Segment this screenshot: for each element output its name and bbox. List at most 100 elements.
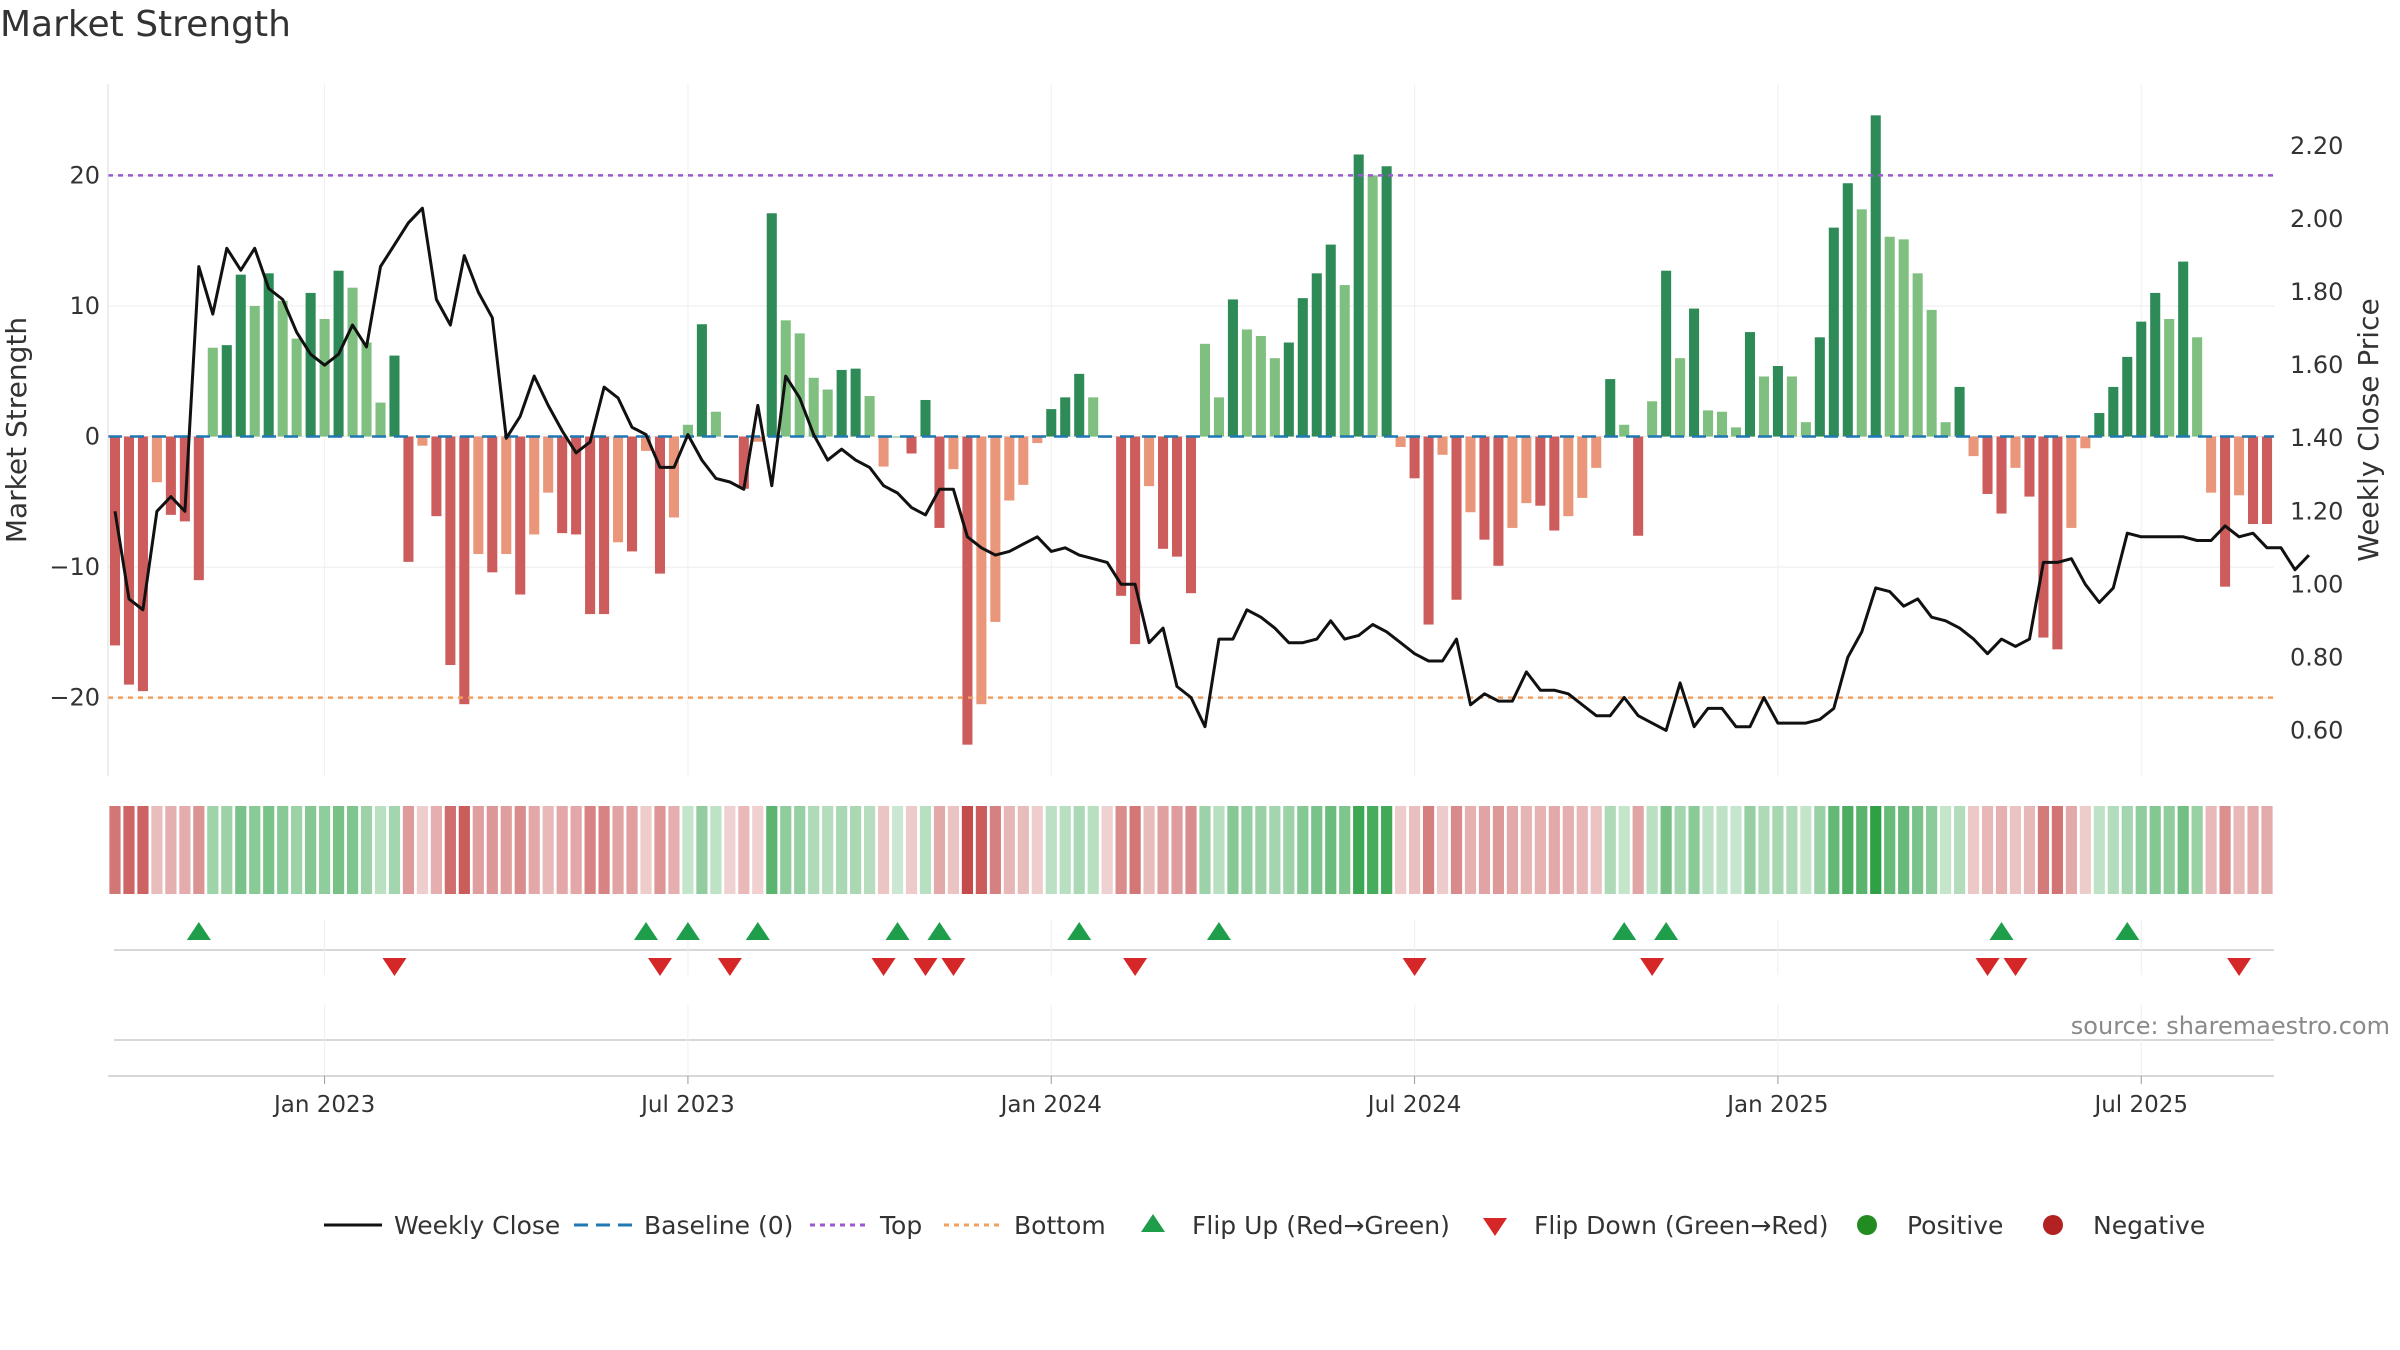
strength-bar	[207, 347, 218, 437]
heat-cell	[1199, 806, 1211, 894]
strength-bar	[1353, 154, 1364, 437]
heat-cell	[947, 806, 960, 894]
strength-bar	[1647, 401, 1658, 437]
flip-up-marker	[927, 922, 952, 940]
heat-cell	[1842, 806, 1854, 894]
heat-cell	[1395, 806, 1407, 894]
legend[interactable]: Weekly Close Baseline (0) Top Bottom Flip Up…	[324, 1211, 2205, 1240]
strength-bar	[1269, 358, 1280, 437]
heat-cell	[235, 806, 247, 894]
strength-bar	[1954, 386, 1965, 437]
weekly-close-line	[113, 206, 2310, 732]
legend-item-negative[interactable]: Negative	[2043, 1211, 2205, 1240]
legend-item-flip_up[interactable]: Flip Up (Red→Green)	[1141, 1211, 1450, 1240]
heat-cell	[738, 806, 750, 894]
source-note: source: sharemaestro.com	[2070, 1012, 2390, 1040]
strength-bar	[557, 436, 568, 534]
strength-bar	[1689, 308, 1700, 437]
heat-cell	[1940, 806, 1952, 894]
legend-item-positive[interactable]: Positive	[1857, 1211, 2003, 1240]
heat-cell	[1520, 806, 1532, 894]
heat-cell	[1227, 806, 1239, 894]
heat-cell	[1381, 806, 1393, 894]
heat-cell	[1702, 806, 1714, 894]
heat-cell	[1017, 806, 1029, 894]
heat-cell	[1646, 806, 1658, 894]
legend-item-close[interactable]: Weekly Close	[324, 1211, 560, 1240]
strength-bar	[1549, 436, 1560, 531]
strength-bars	[109, 115, 2273, 745]
flip-down-marker	[941, 958, 966, 976]
heat-cell	[1856, 806, 1868, 894]
y-tick-label: 20	[69, 161, 100, 189]
strength-bar	[1870, 115, 1881, 437]
strength-bar	[571, 436, 582, 535]
heat-cell	[207, 806, 219, 894]
strength-bar	[1744, 332, 1755, 437]
strength-bar	[613, 436, 624, 543]
strength-bar	[501, 436, 512, 555]
heat-cell	[444, 806, 456, 894]
heat-cell	[877, 806, 890, 894]
strength-bar	[403, 436, 414, 562]
heat-cell	[864, 806, 876, 894]
y2-tick-label: 1.80	[2290, 278, 2343, 306]
strength-bar	[1325, 244, 1336, 437]
heat-cell	[696, 806, 708, 894]
strength-bar	[627, 436, 638, 552]
heat-cell	[822, 806, 834, 894]
strength-bar	[654, 436, 666, 574]
heat-cell	[1408, 806, 1421, 894]
heat-cell	[1618, 806, 1630, 894]
legend-item-bottom[interactable]: Bottom	[944, 1211, 1106, 1240]
heat-cell	[891, 806, 904, 894]
strength-bar	[990, 436, 1001, 622]
legend-baseline-label: Baseline (0)	[644, 1211, 793, 1240]
heat-cell	[1814, 806, 1826, 894]
heat-cell	[1129, 806, 1141, 894]
heat-cell	[1953, 806, 1966, 894]
heat-cell	[961, 806, 974, 894]
strength-bar	[1032, 436, 1043, 444]
heat-cell	[1185, 806, 1197, 894]
strength-bar	[249, 305, 260, 437]
legend-bottom-label: Bottom	[1014, 1211, 1106, 1240]
strength-bar	[487, 436, 498, 573]
flip-down-marker	[1640, 958, 1665, 976]
heat-cell	[1912, 806, 1924, 894]
legend-negative-label: Negative	[2093, 1211, 2205, 1240]
legend-item-flip_down[interactable]: Flip Down (Green→Red)	[1483, 1211, 1829, 1240]
heat-cell	[123, 806, 135, 894]
x-tick-label: Jan 2023	[272, 1092, 375, 1118]
strength-bar	[2261, 436, 2273, 525]
legend-item-top[interactable]: Top	[810, 1211, 922, 1240]
strength-bar	[1130, 436, 1141, 645]
heat-cell	[109, 806, 121, 894]
strength-bar	[1842, 183, 1853, 437]
legend-item-baseline[interactable]: Baseline (0)	[574, 1211, 793, 1240]
heat-cell	[1730, 806, 1742, 894]
strength-bar	[2108, 386, 2119, 437]
strength-bar	[305, 292, 316, 437]
heat-cell	[682, 806, 694, 894]
strength-bar	[1563, 436, 1574, 517]
heat-cell	[1339, 806, 1351, 894]
empty-panel	[114, 1005, 2274, 1075]
strength-bar	[752, 436, 763, 442]
heat-cell	[1171, 806, 1183, 894]
flip-up-icon	[1141, 1214, 1165, 1232]
flip-up-marker	[1067, 922, 1092, 940]
heat-cell	[388, 806, 401, 894]
strength-bar	[1884, 236, 1895, 437]
heat-cell	[1562, 806, 1574, 894]
heat-cell	[1967, 806, 1980, 894]
strength-bar	[1968, 436, 1979, 457]
strength-bar	[1619, 424, 1630, 437]
heat-cell	[305, 806, 317, 894]
heat-cell	[640, 806, 652, 894]
heat-cell	[1884, 806, 1896, 894]
strength-bar	[836, 369, 847, 437]
y2-tick-label: 1.60	[2290, 351, 2343, 379]
strength-bar	[1339, 285, 1350, 437]
heat-cell	[1213, 806, 1225, 894]
